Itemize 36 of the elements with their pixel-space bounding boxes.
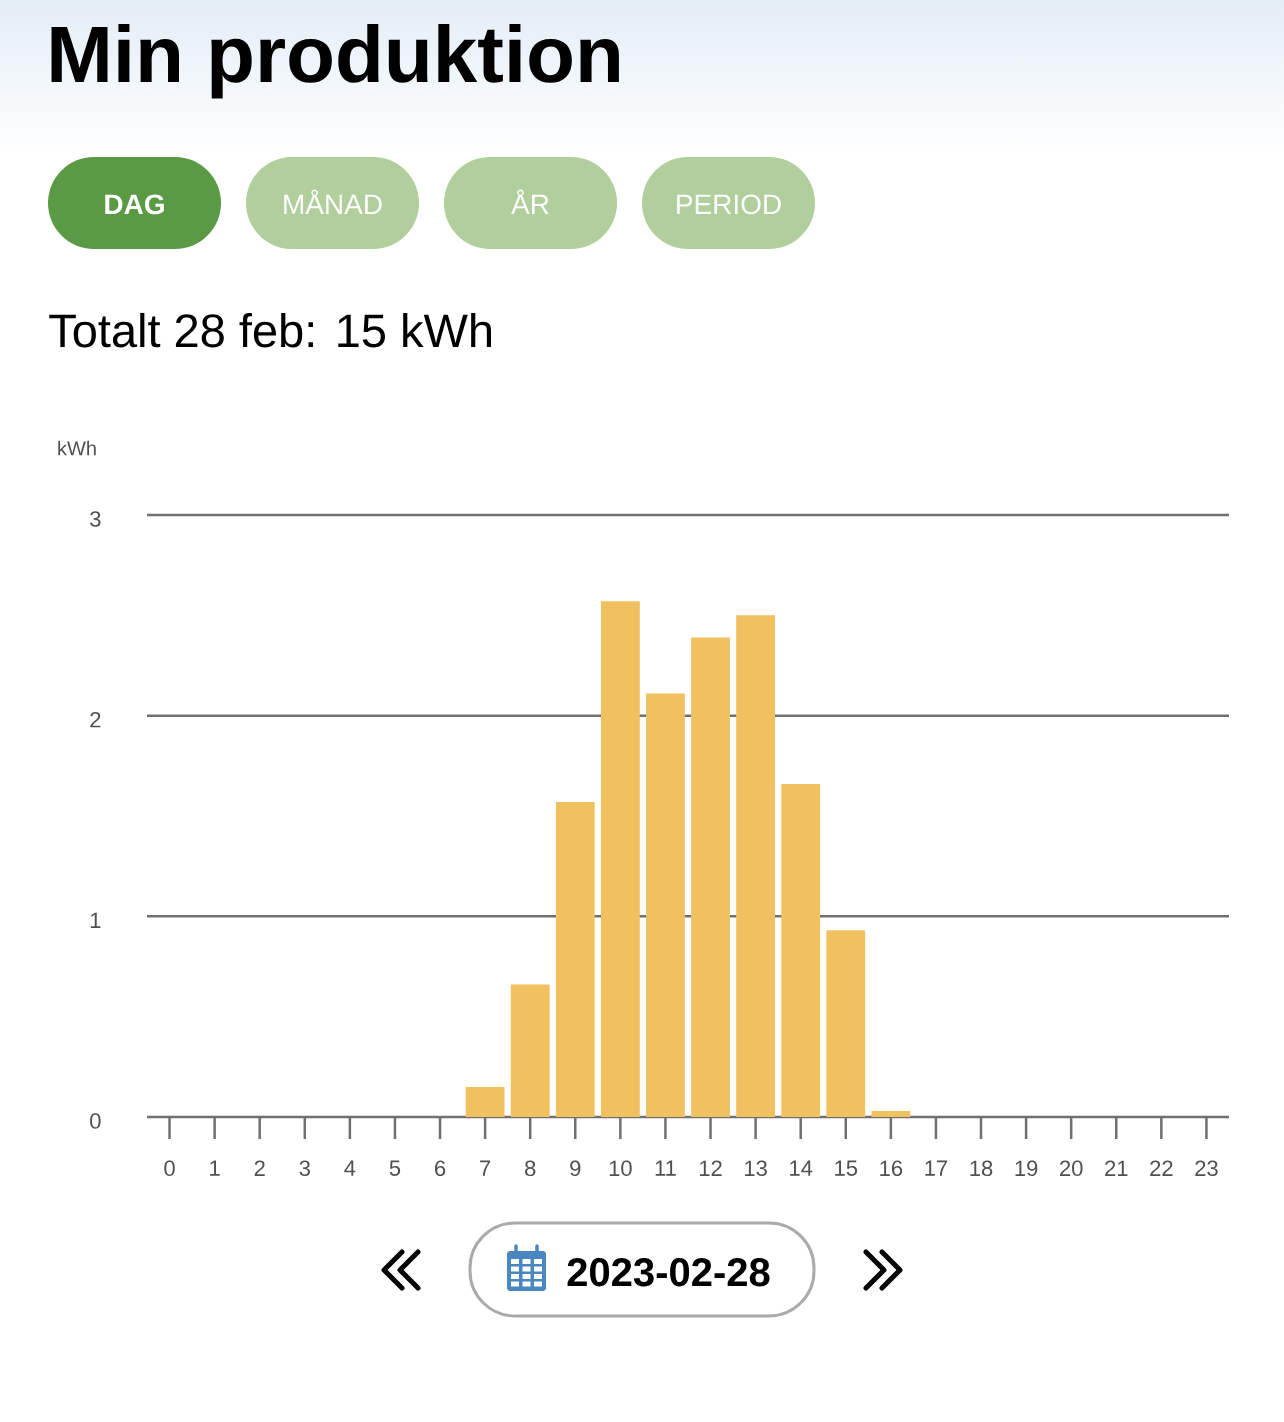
text: PERIOD	[677, 194, 781, 215]
x-tick-label: 1	[210, 1160, 220, 1176]
x-tick-label: 10	[609, 1160, 632, 1177]
x-tick-label: 5	[389, 1160, 401, 1176]
x-tick-label: 13	[745, 1160, 767, 1177]
x-tick-label: 19	[1015, 1160, 1038, 1177]
x-tick-label: 7	[480, 1160, 491, 1176]
x-tick-label: 4	[344, 1160, 356, 1176]
x-tick-label: 17	[925, 1160, 948, 1176]
x-tick-label: 15	[835, 1160, 858, 1176]
y-tick-label: 1	[90, 912, 101, 928]
y-tick-label: 3	[90, 511, 101, 527]
text: 2023-02-28	[567, 1258, 770, 1287]
x-tick-label: 22	[1150, 1160, 1173, 1176]
text: MÅNAD	[284, 189, 382, 214]
x-tick-label: 3	[299, 1160, 310, 1177]
x-tick-label: 18	[970, 1160, 993, 1177]
x-tick-label: 23	[1195, 1160, 1218, 1177]
x-tick-label: 12	[699, 1160, 722, 1176]
x-tick-label: 14	[790, 1160, 813, 1176]
text: DAG	[105, 194, 164, 215]
x-tick-label: 6	[435, 1160, 446, 1177]
x-tick-label: 9	[570, 1160, 581, 1177]
chart-subtitle: Totalt 28 feb: 15 kWh	[49, 312, 491, 348]
text: ÅR	[511, 189, 549, 214]
x-tick-label: 0	[164, 1160, 175, 1177]
chart-title: Min produktion	[51, 24, 619, 99]
x-tick-label: 8	[525, 1160, 536, 1177]
y-tick-label: 2	[90, 711, 101, 728]
x-tick-label: 20	[1060, 1160, 1083, 1177]
x-tick-label: 21	[1105, 1160, 1128, 1176]
x-tick-label: 11	[655, 1160, 676, 1176]
x-tick-label: 2	[254, 1160, 265, 1176]
x-tick-label: 16	[880, 1160, 903, 1177]
y-axis-title: kWh	[58, 440, 96, 456]
y-tick-label: 0	[90, 1113, 101, 1129]
